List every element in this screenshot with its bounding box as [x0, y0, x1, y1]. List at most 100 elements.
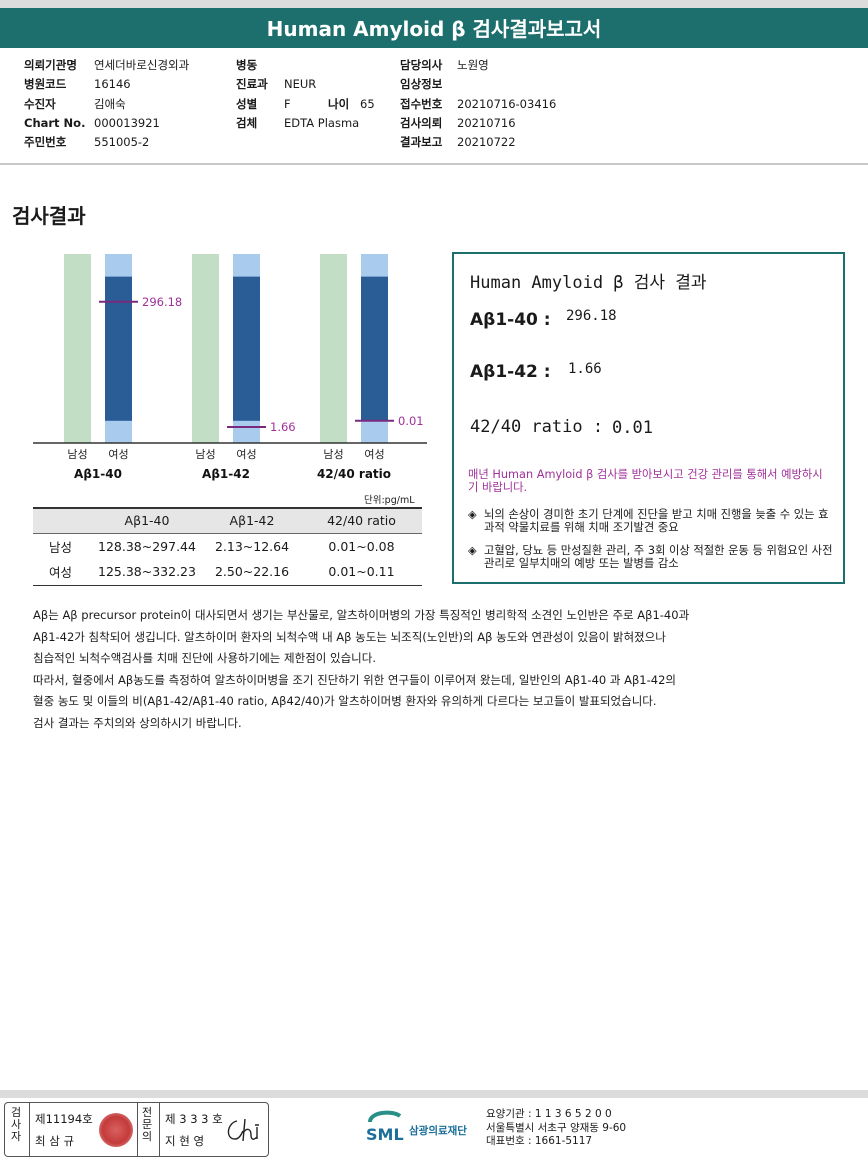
table-cell: 125.38~332.23: [91, 559, 203, 586]
label-request-date: 검사의뢰: [400, 115, 443, 130]
paragraph-line: 검사 결과는 주치의와 상의하시기 바랍니다.: [33, 715, 242, 730]
label-requesting-org: 의뢰기관명: [24, 58, 77, 72]
result-label-ab42: Aβ1-42 :: [470, 362, 551, 382]
patient-info-col1: 의뢰기관명 연세더바로신경외과 병원코드 16146 수진자 김애숙 Chart No…: [24, 56, 189, 152]
signature-icon: [227, 1118, 259, 1142]
male-label: 남성: [67, 448, 87, 461]
section-title: 검사결과: [12, 204, 86, 228]
paragraph-line: Aβ는 Aβ precursor protein이 대사되면서 생기는 부산물로…: [33, 608, 690, 622]
table-cell: 2.13~12.64: [214, 538, 290, 554]
label-age: 나이: [328, 96, 350, 111]
result-value-ab42: 1.66: [568, 361, 602, 377]
footer-gray-strip: [0, 1090, 868, 1098]
table-header-row: Aβ1-40 Aβ1-42 42/40 ratio: [33, 507, 422, 534]
sml-logo-icon: SML: [366, 1110, 404, 1144]
bullet-text: 뇌의 손상이 경미한 초기 단계에 진단을 받고 치매 진행을 늦출 수 있는 …: [484, 508, 829, 534]
specialist-label: 전문의: [141, 1106, 153, 1143]
group-label: Aβ1-42: [202, 467, 250, 481]
divider: [29, 1103, 30, 1156]
table-row: 여성 125.38~332.23 2.50~22.16 0.01~0.11: [33, 559, 422, 586]
value-department: NEUR: [284, 77, 317, 92]
result-value-ab40: 296.18: [566, 308, 617, 324]
paragraph-line: Aβ1-42가 침착되어 생깁니다. 알츠하이머 환자의 뇌척수액 내 Aβ 농…: [33, 629, 666, 644]
bullet-text: 고혈압, 당뇨 등 만성질환 관리, 주 3회 이상 적절한 운동 등 위험요인…: [484, 544, 833, 570]
result-label-ratio: 42/40 ratio :: [470, 417, 604, 437]
tester-number: 제11194호: [35, 1112, 93, 1126]
result-value-label: 296.18: [142, 295, 182, 309]
table-cell: 여성: [33, 559, 91, 586]
group-label: 42/40 ratio: [317, 467, 391, 481]
result-summary-box: Human Amyloid β 검사 결과 Aβ1-40 : 296.18 Aβ…: [452, 252, 845, 584]
value-requesting-org: 연세더바로신경외과: [94, 58, 190, 72]
label-department: 진료과: [236, 77, 268, 92]
table-cell: 128.38~297.44: [98, 538, 196, 554]
table-header: [33, 507, 91, 534]
result-value-ratio: 0.01: [612, 418, 653, 438]
top-gray-strip: [0, 0, 868, 8]
result-label-ab40: Aβ1-40 :: [470, 310, 551, 330]
reference-range-chart: 296.18 남성 여성 Aβ1-40 1.66 남성 여성 Aβ1-42 0.01 남성 여성 42…: [33, 254, 427, 481]
divider: [159, 1103, 160, 1156]
label-resident-no: 주민번호: [24, 135, 67, 150]
diamond-icon: ◈: [468, 508, 477, 521]
patient-info-col2: 병동 진료과 NEUR 성별 F 나이 65 검체 EDTA Plasma: [236, 56, 375, 133]
table-cell: 0.01~0.08: [328, 538, 395, 554]
address-line: 요양기관 : 1 1 3 6 5 2 0 0: [486, 1108, 612, 1120]
value-sex: F: [284, 96, 291, 111]
label-ward: 병동: [236, 58, 258, 72]
reference-table: Aβ1-40 Aβ1-42 42/40 ratio 남성 128.38~297.…: [33, 507, 422, 586]
specialist-number: 제 3 3 3 호: [165, 1112, 223, 1126]
table-cell: 0.01~0.11: [301, 559, 422, 586]
male-bar: [192, 254, 219, 443]
table-cell: 남성: [49, 539, 73, 555]
female-range-bar: [105, 276, 132, 421]
label-patient: 수진자: [24, 96, 56, 111]
paragraph-line: 따라서, 혈중에서 Aβ농도를 측정하여 알츠하이머병을 조기 진단하기 위한 …: [33, 672, 676, 687]
divider: [0, 163, 868, 165]
address-line: 대표번호 : 1661-5117: [486, 1135, 593, 1147]
label-doctor: 담당의사: [400, 58, 443, 72]
result-bullet: ◈ 고혈압, 당뇨 등 만성질환 관리, 주 3회 이상 적절한 운동 등 위험…: [468, 544, 838, 570]
result-value-label: 0.01: [398, 414, 424, 428]
table-header: 42/40 ratio: [301, 507, 422, 534]
org-address: 요양기관 : 1 1 3 6 5 2 0 0 서울특별시 서초구 양재동 9-6…: [486, 1108, 626, 1149]
value-accession-no: 20210716-03416: [457, 96, 557, 111]
value-report-date: 20210722: [457, 135, 516, 150]
value-request-date: 20210716: [457, 115, 516, 130]
value-patient: 김애숙: [94, 96, 126, 111]
paragraph-line: 혈중 농도 및 이들의 비(Aβ1-42/Aβ1-40 ratio, Aβ42/…: [33, 694, 657, 708]
result-bullet: ◈ 뇌의 손상이 경미한 초기 단계에 진단을 받고 치매 진행을 늦출 수 있…: [468, 508, 838, 534]
female-label: 여성: [236, 448, 256, 461]
male-bar: [320, 254, 347, 443]
address-line: 서울특별시 서초구 양재동 9-60: [486, 1121, 627, 1134]
label-specimen: 검체: [236, 115, 258, 130]
label-clinical-info: 임상정보: [400, 77, 443, 92]
female-range-bar: [361, 276, 388, 421]
sml-logo: SML: [364, 1108, 408, 1151]
divider: [137, 1103, 138, 1156]
table-header: Aβ1-42: [203, 507, 301, 534]
patient-info-col3: 담당의사 노원영 임상정보 접수번호 20210716-03416 검사의뢰 2021…: [400, 56, 556, 152]
value-hospital-code: 16146: [94, 77, 131, 92]
result-value-label: 1.66: [270, 420, 296, 434]
org-name: 삼광의료재단: [409, 1125, 467, 1137]
units-label: 단위:pg/mL: [364, 495, 415, 506]
label-accession-no: 접수번호: [400, 96, 443, 111]
group-label: Aβ1-40: [74, 467, 122, 481]
report-title: Human Amyloid β 검사결과보고서: [0, 8, 868, 48]
table-header: Aβ1-40: [91, 507, 203, 534]
sml-logo-text: SML: [366, 1125, 404, 1144]
value-doctor: 노원영: [457, 58, 489, 72]
paragraph-line: 침습적인 뇌척수액검사를 치매 진단에 사용하기에는 제한점이 있습니다.: [33, 651, 376, 665]
label-sex: 성별: [236, 96, 258, 111]
male-label: 남성: [195, 448, 215, 461]
table-cell: 2.50~22.16: [203, 559, 301, 586]
explanation-paragraph: Aβ는 Aβ precursor protein이 대사되면서 생기는 부산물로…: [33, 605, 833, 734]
female-label: 여성: [108, 448, 128, 461]
tester-name: 최 삼 규: [35, 1134, 75, 1148]
result-note: 매년 Human Amyloid β 검사를 받아보시고 건강 관리를 통해서 …: [468, 468, 823, 494]
female-range-bar: [233, 276, 260, 421]
label-hospital-code: 병원코드: [24, 77, 67, 92]
result-box-title: Human Amyloid β 검사 결과: [470, 273, 707, 293]
diamond-icon: ◈: [468, 544, 477, 557]
